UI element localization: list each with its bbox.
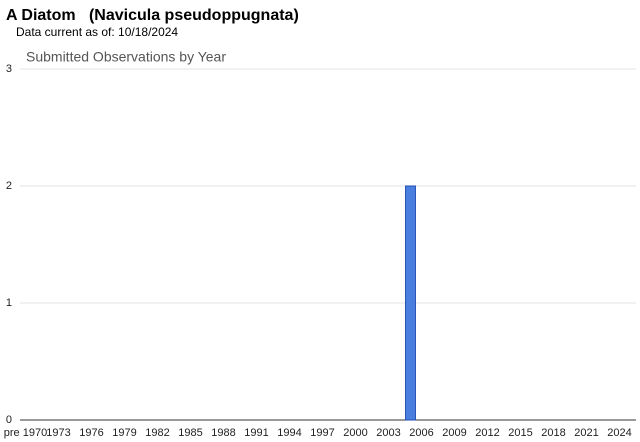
x-tick-label: 2015 [508, 427, 532, 439]
y-tick-label: 2 [6, 180, 12, 192]
x-tick-label: 2018 [541, 427, 565, 439]
x-tick-label: 2000 [343, 427, 367, 439]
x-tick-label: 1991 [244, 427, 268, 439]
x-tick-label: 2003 [376, 427, 400, 439]
x-tick-label: 1973 [46, 427, 70, 439]
x-tick-label: 1988 [211, 427, 235, 439]
x-tick-label: 1976 [79, 427, 103, 439]
x-tick-label: pre 1970 [4, 427, 47, 439]
y-tick-label: 3 [6, 63, 12, 75]
x-tick-label: 1997 [310, 427, 334, 439]
x-tick-label: 1994 [277, 427, 301, 439]
x-tick-label: 1985 [178, 427, 202, 439]
page-title: A Diatom (Navicula pseudoppugnata) [6, 7, 299, 24]
x-tick-label: 2009 [442, 427, 466, 439]
x-tick-label: 1979 [112, 427, 136, 439]
x-tick-label: 2021 [574, 427, 598, 439]
y-tick-label: 0 [6, 414, 12, 426]
y-tick-label: 1 [6, 297, 12, 309]
x-tick-label: 2024 [607, 427, 631, 439]
x-tick-label: 2006 [409, 427, 433, 439]
page-subtitle: Data current as of: 10/18/2024 [16, 25, 178, 39]
bar [405, 185, 416, 421]
x-tick-label: 1982 [145, 427, 169, 439]
x-tick-label: 2012 [475, 427, 499, 439]
chart-title: Submitted Observations by Year [26, 49, 226, 65]
